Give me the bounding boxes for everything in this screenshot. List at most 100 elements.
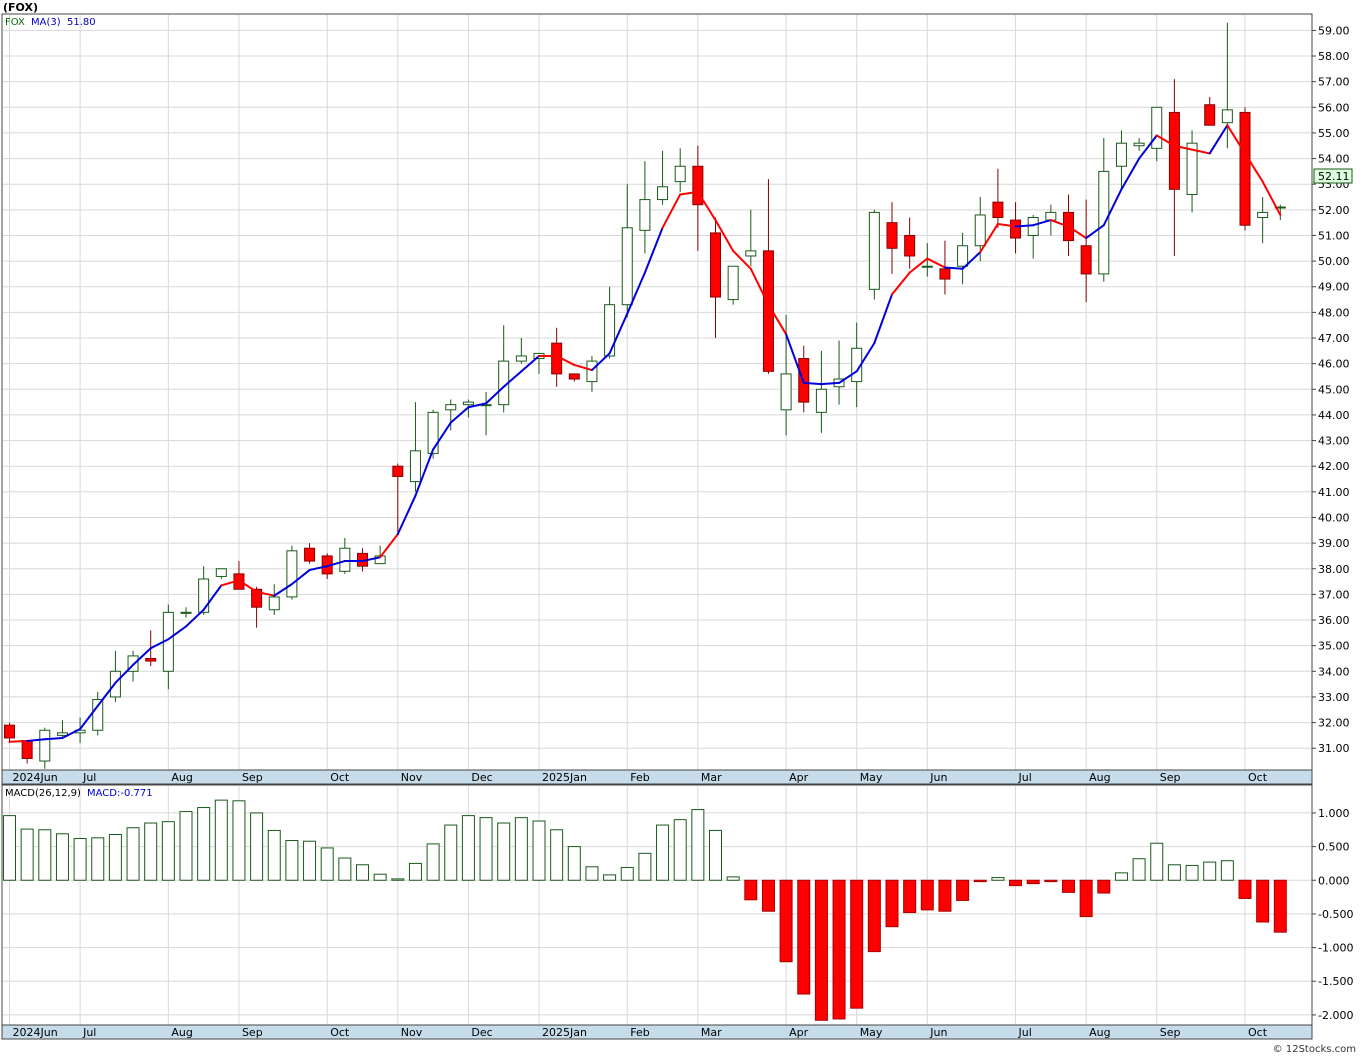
- price-y-tick-label: 33.00: [1318, 691, 1350, 704]
- candle-body: [1151, 106, 1163, 149]
- macd-month-label: Dec: [471, 1026, 492, 1039]
- ma-line-segment: [61, 727, 82, 739]
- macd-bar: [585, 866, 599, 881]
- ma-line-segment: [202, 584, 223, 611]
- macd-bar: [797, 879, 811, 995]
- price-grid: [3, 15, 1311, 770]
- ma-line-segment: [79, 704, 99, 730]
- macd-bar: [1273, 879, 1287, 933]
- price-y-tick-label: 36.00: [1318, 614, 1350, 627]
- macd-bar: [479, 817, 493, 881]
- macd-bar: [903, 879, 917, 914]
- macd-bar: [250, 812, 264, 881]
- ma-line-segment: [749, 267, 770, 306]
- candle-body: [427, 411, 439, 454]
- ma-line-segment: [873, 293, 893, 345]
- macd-month-label: Sep: [242, 1026, 263, 1039]
- macd-bar: [408, 862, 422, 881]
- ma-line-segment: [1032, 219, 1052, 227]
- ma-line-segment: [1173, 144, 1194, 151]
- candle-body: [92, 698, 104, 731]
- candle-body: [1168, 111, 1180, 190]
- macd-bar: [620, 866, 634, 881]
- macd-bar: [567, 846, 581, 881]
- price-x-axis: 2024Jun Jul Aug Sep Oct Nov Dec 2025Jan Feb Mar Ap…: [13, 771, 1268, 784]
- candle-body: [56, 732, 68, 736]
- macd-bar: [497, 822, 511, 881]
- candle-body: [604, 304, 616, 357]
- candle-body: [409, 450, 421, 483]
- ma-line-segment: [396, 494, 417, 536]
- candle-body: [304, 547, 316, 562]
- macd-y-tick-label: -2.000: [1318, 1009, 1353, 1022]
- candle-body: [1115, 142, 1127, 167]
- macd-bar: [373, 873, 387, 881]
- candle-body: [1010, 219, 1022, 239]
- macd-bar: [161, 821, 175, 881]
- macd-bar: [444, 824, 458, 881]
- price-y-tick-label: 39.00: [1318, 537, 1350, 550]
- candle-body: [1186, 142, 1198, 195]
- macd-bar: [867, 879, 881, 953]
- ma-line-segment: [167, 625, 187, 641]
- macd-bar: [1167, 864, 1181, 881]
- macd-month-label: Nov: [401, 1026, 423, 1039]
- ma-line-segment: [908, 257, 929, 274]
- macd-bar: [1097, 879, 1111, 894]
- ma-line-segment: [891, 271, 911, 296]
- price-y-tick-label: 48.00: [1318, 306, 1350, 319]
- macd-bar: [744, 879, 758, 901]
- price-date-axis-band: [1, 769, 1313, 785]
- macd-y-tick-label: -1.500: [1318, 975, 1353, 988]
- ma-line-segment: [114, 663, 135, 684]
- macd-bar: [709, 829, 722, 881]
- candle-body: [215, 568, 227, 577]
- ma-line-segment: [237, 579, 258, 593]
- ma-line-segment: [520, 354, 540, 373]
- price-y-tick-label: 58.00: [1318, 50, 1350, 63]
- ma-line-segment: [838, 370, 858, 384]
- macd-bar: [1203, 861, 1217, 881]
- macd-bar: [1238, 879, 1252, 899]
- macd-y-tick-label: 0.500: [1318, 841, 1350, 854]
- ma-line-segment: [979, 222, 999, 254]
- ma-line-segment: [43, 736, 64, 741]
- ma-line-segment: [361, 556, 382, 563]
- candle-body: [392, 465, 404, 477]
- candle-body: [868, 211, 880, 290]
- macd-month-label: Aug: [171, 1026, 192, 1039]
- macd-month-label: Jul: [1018, 1026, 1032, 1039]
- candle-body: [462, 401, 474, 406]
- legend-ma-label: MA(3): [31, 17, 61, 28]
- candle-body: [1027, 217, 1039, 236]
- macd-bar: [1026, 879, 1040, 885]
- price-y-tick-label: 50.00: [1318, 255, 1350, 268]
- ma-line-segment: [1049, 219, 1070, 228]
- candle-body: [21, 740, 33, 759]
- macd-bar: [973, 879, 987, 883]
- macd-bar: [1150, 842, 1164, 881]
- macd-bar: [1079, 879, 1093, 918]
- macd-bar: [991, 877, 1005, 881]
- ma-line-segment: [414, 448, 435, 497]
- macd-month-label: Aug: [1089, 1026, 1110, 1039]
- candle-body: [1045, 211, 1057, 221]
- ma-line-segment: [290, 569, 311, 586]
- macd-bar: [20, 828, 34, 881]
- macd-bar: [920, 879, 934, 911]
- macd-bar: [1220, 860, 1234, 881]
- price-month-label: Feb: [630, 771, 649, 784]
- macd-bar: [532, 820, 546, 881]
- candle-body: [286, 550, 298, 598]
- candle-body: [1098, 170, 1110, 275]
- candle-body: [145, 657, 157, 662]
- ma-line-segment: [1138, 134, 1158, 160]
- price-y-tick-label: 45.00: [1318, 383, 1350, 396]
- candle-body: [1080, 245, 1092, 275]
- candle-body: [180, 611, 192, 614]
- price-month-label: Aug: [1089, 771, 1110, 784]
- ma-line-segment: [432, 421, 452, 451]
- macd-bar: [1132, 858, 1146, 881]
- price-y-tick-label: 51.00: [1318, 229, 1350, 242]
